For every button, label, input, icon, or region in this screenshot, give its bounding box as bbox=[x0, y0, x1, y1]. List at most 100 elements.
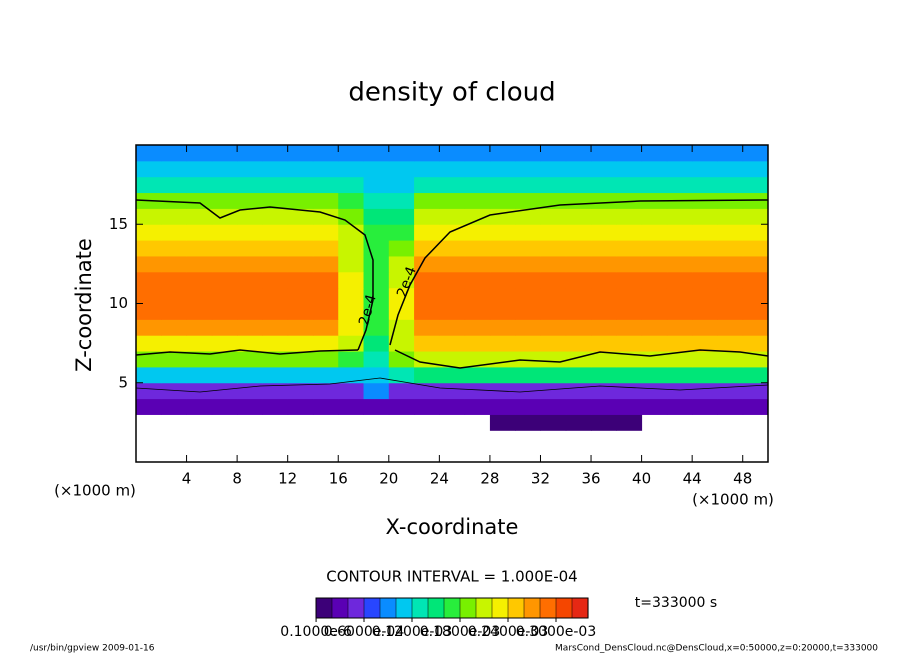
contours bbox=[135, 199, 769, 393]
cell bbox=[388, 287, 415, 304]
cell bbox=[388, 271, 415, 289]
cell bbox=[666, 351, 693, 368]
cell bbox=[540, 303, 567, 320]
cell bbox=[312, 192, 339, 209]
cell bbox=[565, 366, 592, 384]
cell bbox=[540, 145, 567, 162]
y-tick-label: 10 bbox=[109, 294, 128, 312]
cell bbox=[489, 398, 516, 415]
cell bbox=[742, 319, 769, 336]
colorbar-swatch bbox=[555, 597, 573, 619]
cell bbox=[565, 224, 592, 241]
cell bbox=[363, 176, 390, 194]
x-tick-label: 12 bbox=[278, 470, 297, 488]
cell bbox=[262, 160, 289, 178]
cell bbox=[666, 335, 693, 352]
cell bbox=[591, 271, 617, 289]
cell bbox=[591, 351, 617, 368]
cell bbox=[439, 240, 466, 257]
cell bbox=[388, 176, 415, 194]
cell bbox=[262, 224, 289, 241]
colorbar-swatch bbox=[427, 597, 445, 619]
cell bbox=[338, 208, 365, 225]
chart-title: density of cloud bbox=[348, 78, 555, 108]
cell bbox=[136, 287, 162, 304]
cell bbox=[515, 414, 541, 431]
cell bbox=[161, 240, 188, 257]
cell bbox=[742, 208, 769, 225]
cell bbox=[464, 255, 491, 273]
cell bbox=[388, 351, 415, 368]
cell bbox=[742, 240, 769, 257]
cell bbox=[312, 398, 339, 415]
cell bbox=[464, 192, 491, 209]
cell bbox=[692, 319, 718, 336]
cell bbox=[338, 351, 365, 368]
cell bbox=[363, 335, 390, 352]
cell bbox=[489, 303, 516, 320]
cell bbox=[489, 145, 516, 162]
cell bbox=[692, 240, 718, 257]
cell bbox=[338, 366, 365, 384]
cell bbox=[666, 382, 693, 400]
cell bbox=[136, 335, 162, 352]
cell bbox=[186, 366, 213, 384]
cell bbox=[136, 366, 162, 384]
cell bbox=[616, 382, 643, 400]
cell bbox=[237, 398, 263, 415]
cell bbox=[161, 382, 188, 400]
cell bbox=[414, 382, 440, 400]
y-tick-label: 15 bbox=[109, 215, 128, 233]
cell bbox=[641, 366, 668, 384]
cell bbox=[211, 176, 238, 194]
cell bbox=[591, 382, 617, 400]
cell bbox=[666, 366, 693, 384]
cell bbox=[338, 160, 365, 178]
cell bbox=[540, 271, 567, 289]
cell bbox=[161, 287, 188, 304]
cell bbox=[161, 160, 188, 178]
x-tick-label: 4 bbox=[182, 470, 192, 488]
cell bbox=[136, 271, 162, 289]
cell bbox=[515, 351, 541, 368]
cell bbox=[136, 160, 162, 178]
x-tick-label: 24 bbox=[430, 470, 449, 488]
cell bbox=[540, 160, 567, 178]
cell bbox=[363, 192, 390, 209]
cell bbox=[287, 398, 314, 415]
cell bbox=[186, 382, 213, 400]
cell bbox=[439, 366, 466, 384]
cell bbox=[136, 255, 162, 273]
cell bbox=[237, 255, 263, 273]
cell bbox=[262, 208, 289, 225]
cell bbox=[616, 208, 643, 225]
cell bbox=[464, 240, 491, 257]
cell bbox=[540, 366, 567, 384]
cell bbox=[515, 176, 541, 194]
cell bbox=[388, 224, 415, 241]
cell bbox=[742, 366, 769, 384]
cell bbox=[591, 366, 617, 384]
x-tick-label: 16 bbox=[329, 470, 348, 488]
cell bbox=[338, 303, 365, 320]
cell bbox=[641, 351, 668, 368]
cell bbox=[565, 271, 592, 289]
cell bbox=[742, 382, 769, 400]
cell bbox=[616, 319, 643, 336]
cell bbox=[262, 398, 289, 415]
cell bbox=[464, 176, 491, 194]
cell bbox=[262, 176, 289, 194]
cell bbox=[186, 208, 213, 225]
cell bbox=[414, 176, 440, 194]
contour-label: 2e-4 bbox=[356, 293, 380, 328]
cell bbox=[414, 287, 440, 304]
cell bbox=[464, 366, 491, 384]
contour-line bbox=[135, 349, 359, 356]
cell bbox=[287, 303, 314, 320]
cell bbox=[363, 271, 390, 289]
cell bbox=[262, 366, 289, 384]
cell bbox=[692, 398, 718, 415]
cell bbox=[211, 287, 238, 304]
cell bbox=[439, 160, 466, 178]
cell bbox=[591, 414, 617, 431]
